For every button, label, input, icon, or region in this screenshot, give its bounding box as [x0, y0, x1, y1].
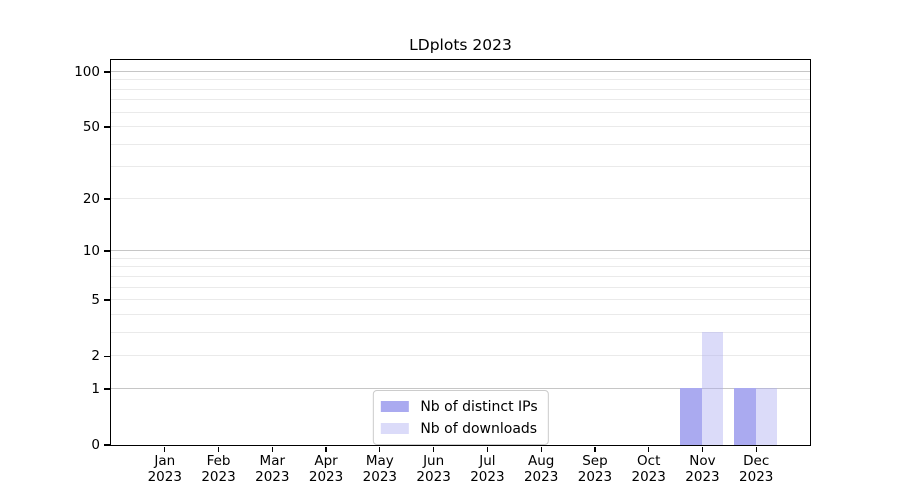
y-tick-label: 20	[82, 190, 100, 207]
y-tick-label: 100	[74, 63, 100, 80]
x-tick-year: 2023	[416, 469, 451, 485]
x-tick-mark	[486, 446, 489, 452]
x-tick-label: Nov 2023	[670, 453, 734, 485]
x-tick-year: 2023	[577, 469, 613, 485]
x-tick-year: 2023	[470, 469, 505, 485]
x-tick-year: 2023	[362, 469, 398, 485]
grid-line-minor	[110, 257, 810, 259]
x-tick-label: Mar 2023	[240, 453, 304, 485]
x-tick-mark	[271, 446, 273, 452]
x-tick-label: Aug 2023	[509, 453, 573, 485]
y-tick-mark	[103, 71, 110, 73]
x-tick-mark	[379, 446, 381, 452]
x-tick-mark	[540, 446, 542, 452]
plot-area	[109, 58, 811, 446]
x-tick-label: May 2023	[348, 453, 412, 485]
legend: Nb of distinct IPs Nb of downloads	[372, 390, 549, 445]
grid-line-minor	[110, 275, 810, 277]
y-tick-mark	[103, 388, 110, 390]
legend-label: Nb of distinct IPs	[420, 398, 538, 415]
x-tick-month: Apr	[314, 453, 338, 469]
legend-item: Nb of distinct IPs	[380, 397, 538, 416]
x-tick-month: Mar	[259, 453, 286, 469]
x-tick-label: Apr 2023	[294, 453, 358, 485]
grid-line-major	[110, 250, 810, 252]
y-tick-mark	[103, 198, 110, 200]
grid-line-minor	[110, 355, 810, 357]
x-tick-year: 2023	[255, 469, 290, 485]
x-tick-year: 2023	[739, 469, 774, 485]
grid-line-minor	[110, 299, 810, 301]
x-tick-mark	[648, 446, 650, 452]
x-tick-year: 2023	[631, 469, 666, 485]
x-tick-year: 2023	[685, 469, 720, 485]
grid-line-minor	[110, 313, 810, 315]
grid-line-minor	[110, 331, 810, 333]
grid-line-minor	[110, 286, 810, 288]
legend-swatch	[380, 401, 409, 412]
grid-line-minor	[110, 166, 810, 168]
y-tick-label: 50	[82, 119, 100, 136]
x-tick-label: Jul 2023	[455, 453, 519, 485]
x-tick-mark	[755, 446, 757, 452]
grid-line-minor	[110, 266, 810, 268]
y-tick-label: 0	[91, 437, 100, 453]
x-tick-month: Sep	[582, 453, 608, 469]
grid-line-minor	[110, 99, 810, 101]
x-tick-year: 2023	[308, 469, 344, 485]
x-tick-year: 2023	[523, 469, 559, 485]
y-tick-label: 1	[91, 380, 100, 397]
x-tick-month: Jul	[479, 453, 496, 469]
x-tick-month: Feb	[206, 453, 231, 469]
grid-line-major	[110, 387, 810, 389]
grid-line-major	[110, 70, 810, 72]
x-tick-label: Feb 2023	[187, 453, 251, 485]
x-tick-year: 2023	[147, 469, 182, 485]
x-tick-mark	[701, 446, 704, 452]
y-tick-mark	[103, 126, 110, 128]
bar-downloads	[755, 388, 778, 445]
chart-title: LDplots 2023	[409, 36, 512, 54]
x-tick-mark	[325, 446, 327, 452]
x-tick-label: Jan 2023	[133, 453, 197, 485]
x-tick-month: Jun	[423, 453, 445, 469]
y-tick-label: 10	[82, 243, 100, 260]
x-tick-month: May	[365, 453, 394, 469]
x-tick-mark	[432, 446, 435, 452]
x-tick-label: Sep 2023	[563, 453, 627, 485]
x-tick-label: Jun 2023	[402, 453, 466, 485]
y-tick-label: 5	[91, 292, 100, 309]
grid-line-minor	[110, 79, 810, 81]
y-tick-mark	[103, 355, 110, 357]
grid-line-minor	[110, 143, 810, 145]
x-tick-mark	[217, 446, 220, 452]
x-tick-label: Dec 2023	[724, 453, 788, 485]
x-tick-month: Oct	[637, 453, 661, 469]
legend-label: Nb of downloads	[420, 420, 538, 437]
y-tick-label: 2	[91, 348, 100, 365]
bar-distinct-ips	[734, 388, 756, 445]
y-tick-mark	[103, 444, 110, 446]
grid-line-minor	[110, 88, 810, 90]
legend-item: Nb of downloads	[380, 419, 537, 438]
grid-line-minor	[110, 126, 810, 128]
y-tick-mark	[103, 299, 110, 301]
grid-line-minor	[110, 111, 810, 113]
x-tick-month: Aug	[527, 453, 555, 469]
y-tick-mark	[103, 250, 110, 252]
grid-line-minor	[110, 197, 810, 199]
legend-swatch	[380, 423, 409, 434]
x-tick-mark	[594, 446, 596, 452]
x-tick-mark	[164, 446, 166, 452]
x-tick-month: Dec	[743, 453, 770, 469]
bar-downloads	[701, 332, 724, 445]
bar-distinct-ips	[680, 388, 702, 445]
x-tick-month: Jan	[154, 453, 176, 469]
x-tick-year: 2023	[201, 469, 236, 485]
x-tick-month: Nov	[689, 453, 716, 469]
x-tick-label: Oct 2023	[617, 453, 681, 485]
